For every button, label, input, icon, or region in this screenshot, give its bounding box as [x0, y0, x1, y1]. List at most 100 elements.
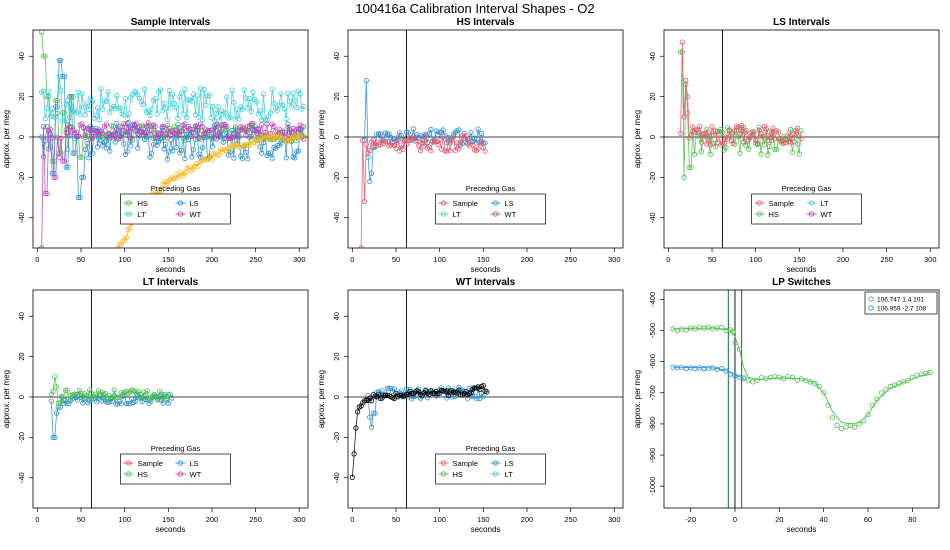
data-point [473, 396, 479, 402]
data-point [781, 376, 787, 382]
data-point [44, 190, 50, 197]
data-point [269, 155, 275, 161]
data-point [388, 385, 394, 391]
data-point [213, 110, 219, 117]
data-point [160, 181, 166, 188]
data-point [127, 225, 133, 231]
data-point [102, 139, 108, 145]
legend-entry: HS [769, 210, 779, 219]
data-point [132, 398, 138, 404]
data-point [232, 117, 239, 123]
legend-entry: Sample [453, 199, 478, 208]
data-point [737, 150, 743, 156]
chart-panel-wt: WT Intervals seconds approx. per meg 0 50 100… [317, 277, 624, 534]
data-point [470, 142, 476, 148]
data-point [883, 387, 889, 393]
data-point [417, 148, 424, 154]
data-point [226, 148, 232, 154]
y-tick-label: 0 [17, 135, 26, 139]
data-point [94, 393, 100, 399]
legend-marker [440, 460, 447, 466]
data-point [384, 131, 390, 137]
data-point [480, 382, 486, 389]
plot-area [664, 30, 939, 248]
data-point [765, 152, 771, 158]
data-point [705, 324, 712, 330]
y-tick-label: -40 [17, 472, 26, 483]
data-point [255, 126, 261, 132]
data-point [681, 174, 687, 180]
data-point [297, 91, 303, 97]
data-point [149, 127, 155, 133]
data-point [164, 156, 170, 162]
y-tick-label: -20 [332, 172, 341, 183]
legend-marker [868, 296, 874, 302]
data-point [156, 131, 162, 137]
data-point [56, 57, 62, 63]
data-point [191, 91, 197, 98]
data-point [683, 327, 689, 333]
y-tick-label: -700 [648, 385, 657, 400]
data-point [163, 130, 169, 136]
chart-panel-ls: LS Intervals seconds approx. per meg 0 50 100… [633, 17, 940, 274]
data-point [175, 122, 181, 128]
data-point [84, 100, 90, 106]
data-point [705, 129, 712, 135]
data-point [215, 104, 221, 110]
data-point [71, 391, 77, 397]
data-point [787, 140, 794, 146]
data-point [241, 87, 247, 93]
data-point [775, 129, 782, 135]
data-point [133, 120, 139, 126]
data-point [58, 88, 64, 94]
data-point [280, 129, 286, 135]
plot-frame [347, 29, 624, 249]
data-point [382, 392, 389, 399]
data-point [187, 126, 193, 132]
x-tick-label: 50 [392, 255, 400, 264]
legend-entry: LT [821, 199, 830, 208]
data-point [745, 377, 751, 383]
legend-entry: WT [190, 210, 202, 219]
data-point [909, 374, 916, 380]
data-point [292, 98, 298, 104]
data-point [473, 140, 479, 146]
legend-title: Preceding Gas [151, 184, 201, 193]
y-tick-label: -500 [648, 323, 657, 338]
data-point [100, 106, 106, 112]
data-point [166, 87, 172, 94]
data-point [707, 151, 713, 157]
x-axis-label: seconds [787, 525, 817, 534]
x-tick-label: 50 [708, 255, 716, 264]
data-point [40, 154, 47, 160]
legend-title: Preceding Gas [466, 444, 516, 453]
data-point [58, 57, 64, 63]
data-point [248, 133, 254, 139]
data-point [157, 130, 164, 137]
data-point [150, 97, 157, 103]
data-point [89, 98, 96, 105]
x-axis-label: seconds [471, 265, 501, 274]
page-title: 100416a Calibration Interval Shapes - O2 [355, 1, 594, 16]
legend-entry: Sample [138, 459, 163, 468]
plot-area [348, 30, 623, 248]
data-point [64, 387, 70, 393]
legend-marker [125, 460, 132, 466]
data-point [102, 123, 108, 129]
data-point [101, 395, 107, 401]
legend-entry: LS [505, 459, 514, 468]
data-point [147, 112, 153, 119]
legend-entry: WT [821, 210, 833, 219]
data-point [856, 421, 862, 427]
data-point [391, 386, 397, 392]
data-point [684, 94, 691, 100]
plot-area [670, 290, 933, 508]
data-point [414, 138, 420, 144]
data-point [88, 390, 95, 396]
data-point [169, 395, 175, 401]
data-point [58, 135, 64, 141]
data-point [89, 135, 96, 141]
data-point [475, 146, 481, 152]
data-point [789, 374, 796, 380]
